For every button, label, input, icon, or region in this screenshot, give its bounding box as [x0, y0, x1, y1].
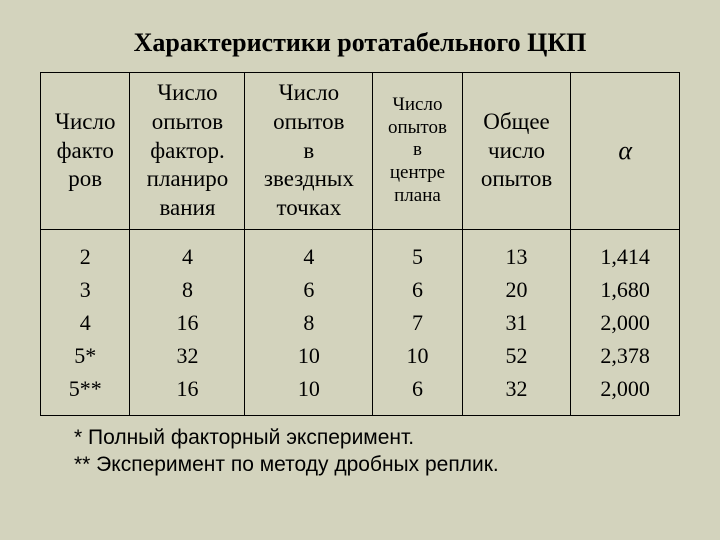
cell-value: 6	[412, 372, 423, 405]
header-total: Общеечислоопытов	[462, 73, 571, 230]
cell-factors: 2345*5**	[41, 229, 130, 415]
footnotes: * Полный факторный эксперимент. ** Экспе…	[40, 424, 680, 479]
cell-alpha: 1,4141,6802,0002,3782,000	[571, 229, 680, 415]
cell-value: 20	[506, 273, 528, 306]
header-factors: Числофакторов	[41, 73, 130, 230]
cell-value: 2,000	[600, 372, 650, 405]
cell-value: 6	[412, 273, 423, 306]
cell-value: 3	[80, 273, 91, 306]
cell-value: 10	[406, 339, 428, 372]
cell-value: 5*	[74, 339, 96, 372]
cell-value: 10	[298, 372, 320, 405]
cell-value: 13	[506, 240, 528, 273]
cell-value: 5**	[69, 372, 102, 405]
cell-value: 32	[506, 372, 528, 405]
cell-value: 4	[303, 240, 314, 273]
cell-value: 8	[182, 273, 193, 306]
cell-value: 16	[176, 372, 198, 405]
cell-value: 16	[176, 306, 198, 339]
header-factorial: Числоопытовфактор.планирования	[130, 73, 245, 230]
ccd-table: Числофакторов Числоопытовфактор.планиров…	[40, 72, 680, 416]
header-alpha: α	[571, 73, 680, 230]
page-title: Характеристики ротатабельного ЦКП	[40, 28, 680, 58]
cell-value: 10	[298, 339, 320, 372]
cell-value: 31	[506, 306, 528, 339]
cell-value: 32	[176, 339, 198, 372]
cell-factorial: 48163216	[130, 229, 245, 415]
cell-value: 1,680	[600, 273, 650, 306]
data-row: 2345*5** 48163216 4681010 567106 1320315…	[41, 229, 680, 415]
cell-value: 2,378	[600, 339, 650, 372]
cell-value: 1,414	[600, 240, 650, 273]
cell-star-points: 4681010	[245, 229, 373, 415]
cell-value: 8	[303, 306, 314, 339]
table-head: Числофакторов Числоопытовфактор.планиров…	[41, 73, 680, 230]
cell-value: 2	[80, 240, 91, 273]
cell-value: 7	[412, 306, 423, 339]
header-center-points: Числоопытоввцентреплана	[373, 73, 462, 230]
cell-value: 2,000	[600, 306, 650, 339]
page: Характеристики ротатабельного ЦКП Числоф…	[0, 0, 720, 540]
header-row: Числофакторов Числоопытовфактор.планиров…	[41, 73, 680, 230]
cell-value: 4	[182, 240, 193, 273]
footnote-2: ** Эксперимент по методу дробных реплик.	[46, 451, 674, 478]
footnote-1: * Полный факторный эксперимент.	[46, 424, 674, 451]
cell-value: 5	[412, 240, 423, 273]
cell-total: 1320315232	[462, 229, 571, 415]
cell-value: 6	[303, 273, 314, 306]
cell-value: 52	[506, 339, 528, 372]
header-star-points: Числоопытоввзвездныхточках	[245, 73, 373, 230]
cell-center-points: 567106	[373, 229, 462, 415]
cell-value: 4	[80, 306, 91, 339]
table-body: 2345*5** 48163216 4681010 567106 1320315…	[41, 229, 680, 415]
